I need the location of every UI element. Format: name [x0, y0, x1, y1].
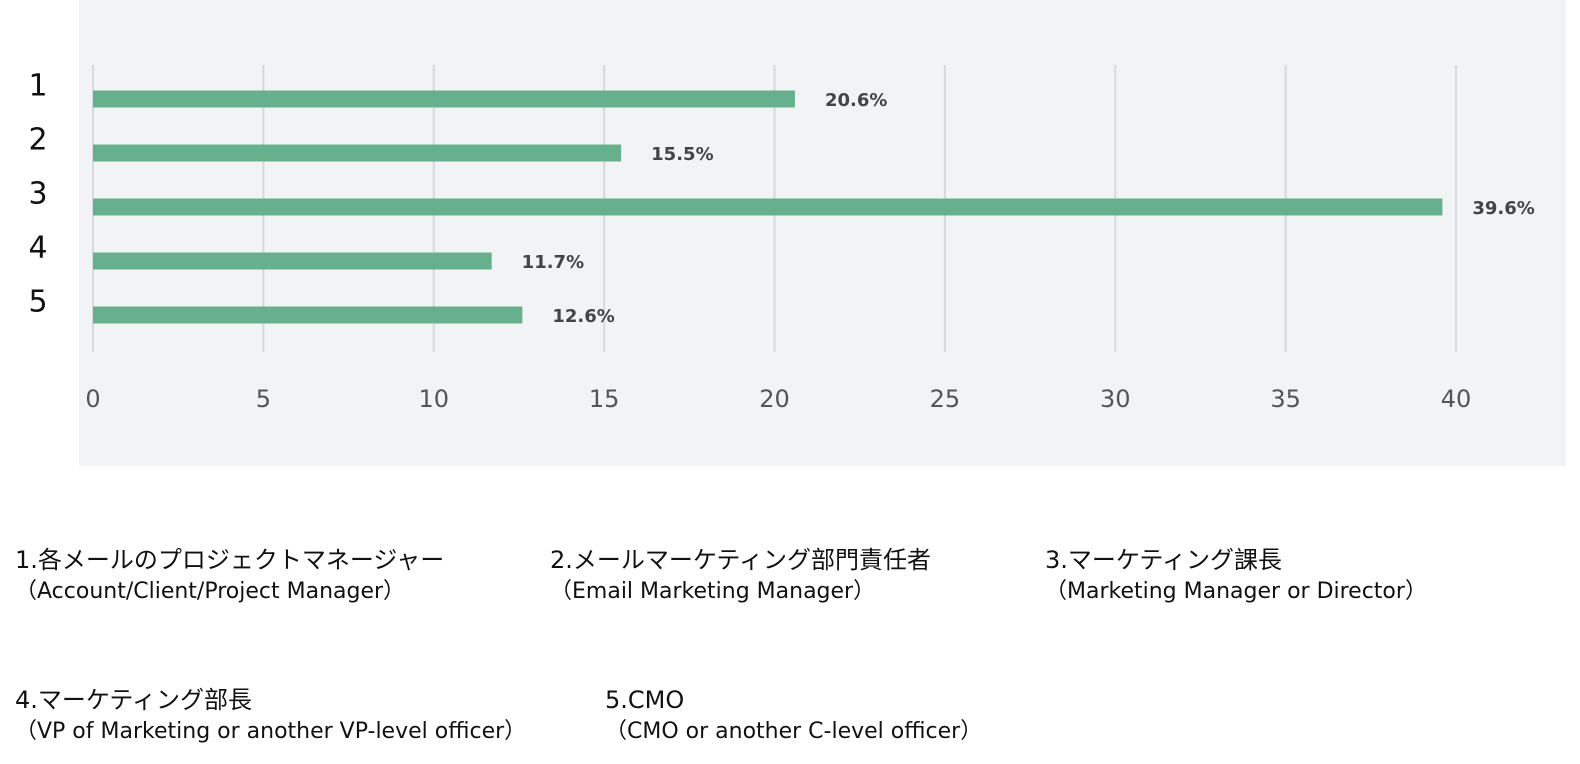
note-subtitle: （CMO or another C-level officer） — [605, 719, 983, 744]
y-tick-label: 5 — [28, 285, 47, 320]
note: 1.各メールのプロジェクトマネージャー （Account/Client/Proje… — [15, 544, 444, 608]
bar — [93, 144, 622, 162]
value-label: 20.6% — [825, 90, 887, 111]
bar — [93, 306, 523, 324]
y-tick-label: 3 — [28, 177, 47, 212]
value-label: 39.6% — [1472, 198, 1534, 219]
note-subtitle: （VP of Marketing or another VP-level off… — [15, 719, 527, 744]
plot-background — [79, 0, 1566, 466]
chart: 0 5 10 15 20 25 30 35 40 1 20.6% 2 15.5% 3 39.6% 4 11.7%… — [28, 0, 1566, 466]
value-label: 12.6% — [552, 306, 614, 327]
bar — [93, 90, 795, 108]
x-tick-label: 20 — [759, 385, 790, 413]
note: 4.マーケティング部長 （VP of Marketing or another V… — [15, 684, 526, 748]
y-tick-label: 4 — [28, 231, 47, 266]
note-title: 1.各メールのプロジェクトマネージャー — [15, 546, 445, 574]
note-subtitle: （Email Marketing Manager） — [550, 579, 876, 604]
note: 5.CMO （CMO or another C-level officer） — [605, 684, 982, 748]
x-tick-label: 40 — [1441, 385, 1472, 413]
note-subtitle: （Account/Client/Project Manager） — [15, 579, 406, 604]
value-label: 11.7% — [522, 252, 584, 273]
x-tick-label: 30 — [1100, 385, 1131, 413]
value-label: 15.5% — [651, 144, 713, 165]
note-title: 5.CMO — [605, 686, 685, 714]
bar — [93, 252, 492, 270]
x-tick-label: 25 — [930, 385, 961, 413]
y-tick-label: 1 — [28, 69, 47, 104]
x-tick-label: 35 — [1270, 385, 1301, 413]
x-tick-label: 15 — [589, 385, 620, 413]
note: 3.マーケティング課長 （Marketing Manager or Directo… — [1045, 544, 1427, 608]
note-subtitle: （Marketing Manager or Director） — [1045, 579, 1427, 604]
note-title: 4.マーケティング部長 — [15, 686, 252, 714]
note: 2.メールマーケティング部門責任者 （Email Marketing Manage… — [550, 544, 931, 608]
x-tick-label: 5 — [256, 385, 271, 413]
bar — [93, 198, 1443, 216]
note-title: 2.メールマーケティング部門責任者 — [550, 546, 931, 574]
x-tick-label: 0 — [85, 385, 100, 413]
note-title: 3.マーケティング課長 — [1045, 546, 1282, 574]
x-tick-label: 10 — [418, 385, 449, 413]
y-tick-label: 2 — [28, 123, 47, 158]
